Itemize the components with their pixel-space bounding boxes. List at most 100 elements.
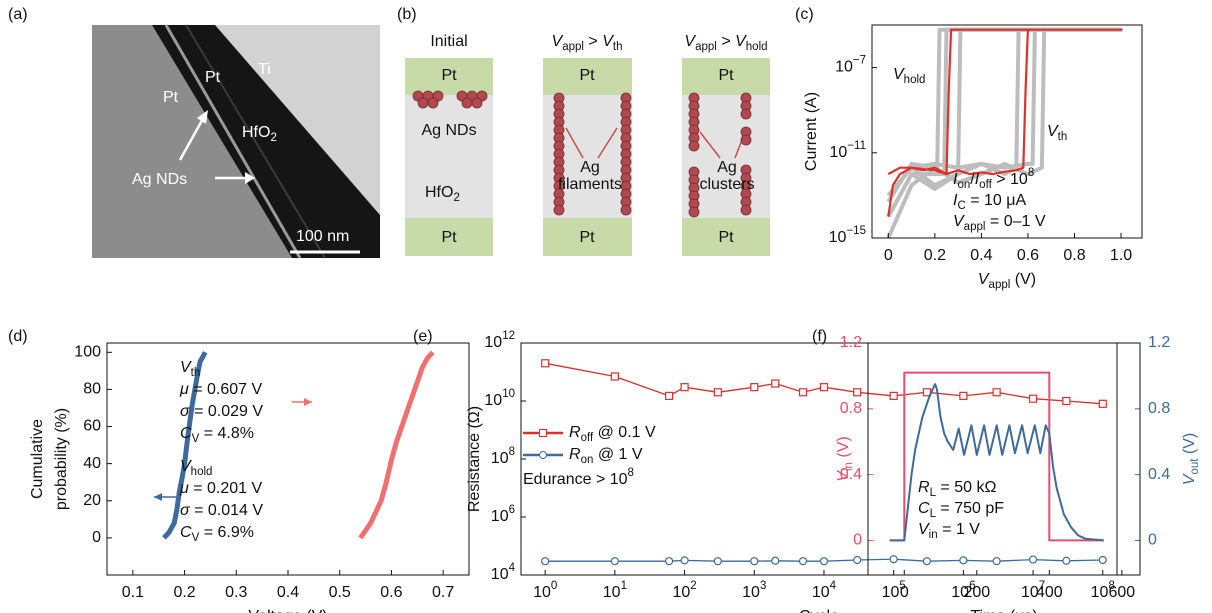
y2-tick-label: 1.2 bbox=[1148, 334, 1170, 351]
text-run: 2 bbox=[270, 132, 276, 144]
electrode-label: Pt bbox=[718, 67, 734, 84]
marker bbox=[1030, 395, 1037, 402]
text-run: HfO bbox=[425, 184, 453, 201]
tick-base: 10 bbox=[491, 508, 509, 525]
text-run: = 0.201 V bbox=[189, 480, 263, 497]
y-tick-label: 60 bbox=[83, 418, 101, 435]
marker bbox=[542, 360, 549, 367]
image-label: Ti bbox=[258, 61, 271, 78]
text-run: appl bbox=[989, 279, 1011, 291]
tick-base: 10 bbox=[491, 566, 509, 583]
panel-label: (d) bbox=[8, 328, 28, 345]
text-run: > bbox=[717, 33, 735, 50]
annotation: IC = 10 μA bbox=[953, 192, 1026, 212]
marker bbox=[681, 557, 688, 564]
particle bbox=[741, 135, 751, 145]
x-tick-label: 400 bbox=[1036, 584, 1063, 601]
tick-base: 10 bbox=[484, 392, 502, 409]
tick-exponent: 4 bbox=[830, 580, 837, 592]
text-run: filaments bbox=[558, 176, 622, 193]
tick-exponent: −7 bbox=[853, 55, 866, 67]
x-tick-label: 600 bbox=[1109, 584, 1136, 601]
marker bbox=[1030, 556, 1037, 563]
marker bbox=[666, 558, 673, 565]
y-tick-label: 106 bbox=[491, 504, 515, 525]
text-run: = 0.014 V bbox=[190, 502, 264, 519]
text-run: = 0.029 V bbox=[190, 403, 264, 420]
annotation: Edurance > 108 bbox=[523, 467, 634, 488]
text-run: th bbox=[613, 41, 623, 53]
text-run: R bbox=[569, 446, 581, 463]
image-label: 100 nm bbox=[296, 228, 349, 245]
text-run: hold bbox=[191, 466, 213, 478]
text-run: 8 bbox=[1028, 167, 1034, 179]
y-tick-label: 10−11 bbox=[830, 140, 866, 161]
tick-exponent: 4 bbox=[509, 562, 516, 574]
panel-label: (c) bbox=[795, 6, 814, 23]
y-tick-label: 20 bbox=[83, 492, 101, 509]
x-tick-label: 0.3 bbox=[225, 584, 247, 601]
text-run: = 0.607 V bbox=[189, 381, 263, 398]
tick-base: 10 bbox=[829, 229, 847, 246]
annotation: μ = 0.201 V bbox=[179, 480, 262, 497]
device-diagram bbox=[405, 58, 770, 256]
text-run: Ag NDs bbox=[421, 122, 476, 139]
annotation: Vappl = 0–1 V bbox=[953, 213, 1046, 233]
text-run: off bbox=[979, 179, 992, 191]
tick-base: 10 bbox=[812, 584, 830, 601]
annotation: CV = 6.9% bbox=[180, 524, 254, 544]
legend-marker bbox=[540, 430, 547, 437]
text-run: Ag bbox=[580, 159, 600, 176]
text-run: Initial bbox=[430, 33, 467, 50]
text-run: = 6.9% bbox=[199, 524, 254, 541]
particle bbox=[741, 205, 751, 215]
marker bbox=[1099, 556, 1106, 563]
y-tick-label: 100 bbox=[74, 343, 101, 360]
text-run: @ 0.1 V bbox=[593, 424, 656, 441]
x-tick-label: 101 bbox=[603, 580, 627, 601]
x-tick-label: 0.4 bbox=[970, 247, 992, 264]
x-tick-label: 1.0 bbox=[1110, 247, 1132, 264]
legend-label: Roff @ 0.1 V bbox=[569, 424, 656, 444]
y2-tick-label: 0.4 bbox=[1148, 466, 1170, 483]
plot-frame bbox=[107, 343, 469, 575]
x-tick-label: 0.6 bbox=[1017, 247, 1039, 264]
tick-base: 10 bbox=[484, 334, 502, 351]
tick-exponent: 6 bbox=[509, 504, 515, 516]
text-run: > 10 bbox=[992, 171, 1028, 188]
column-title: Initial bbox=[430, 33, 467, 50]
marker bbox=[681, 384, 688, 391]
marker bbox=[751, 558, 758, 565]
text-run: = 750 pF bbox=[936, 500, 1004, 517]
x-tick-label: 200 bbox=[963, 584, 990, 601]
x-tick-label: 103 bbox=[742, 580, 766, 601]
x-tick-label: 0.4 bbox=[277, 584, 299, 601]
tick-exponent: 2 bbox=[690, 580, 696, 592]
particle bbox=[428, 98, 438, 108]
x-tick-label: 0.8 bbox=[1063, 247, 1085, 264]
text-run: Pt bbox=[163, 89, 179, 106]
marker bbox=[993, 558, 1000, 565]
x-tick-label: 0.5 bbox=[329, 584, 351, 601]
y-tick-label: 0 bbox=[853, 532, 862, 549]
text-run: = 4.8% bbox=[199, 425, 254, 442]
marker bbox=[993, 389, 1000, 396]
legend-marker bbox=[540, 452, 547, 459]
particle bbox=[621, 205, 631, 215]
electrode-label: Pt bbox=[718, 229, 734, 246]
y-tick-label: 10−7 bbox=[835, 55, 866, 76]
text-run: 100 nm bbox=[296, 228, 349, 245]
tick-exponent: 8 bbox=[509, 446, 515, 458]
text-run: Time (μs) bbox=[970, 608, 1037, 613]
diagram-label: clusters bbox=[699, 176, 754, 193]
y-axis-label: probability (%) bbox=[53, 408, 70, 510]
column-title: Vappl > Vth bbox=[552, 33, 623, 53]
micrograph bbox=[92, 25, 380, 258]
marker bbox=[960, 557, 967, 564]
y-tick-label: 1.2 bbox=[840, 334, 862, 351]
text-run: out bbox=[1189, 458, 1201, 475]
marker bbox=[772, 380, 779, 387]
marker bbox=[799, 558, 806, 565]
text-run: th bbox=[191, 367, 201, 379]
tick-base: 10 bbox=[1091, 584, 1109, 601]
